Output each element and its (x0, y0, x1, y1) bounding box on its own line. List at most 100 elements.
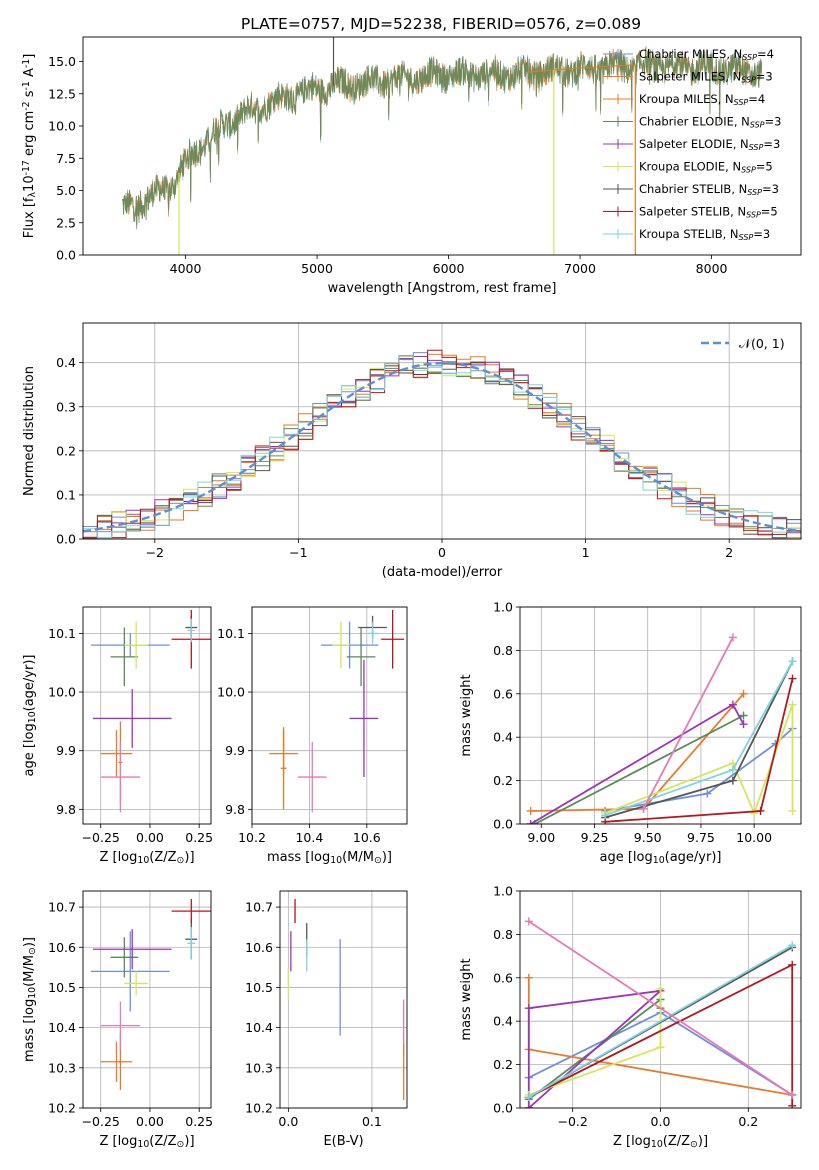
gaussian-curve (83, 361, 801, 533)
x-tick-label: −1 (289, 545, 307, 560)
y-tick-label: 0.6 (493, 686, 513, 701)
x-tick-label: 0.25 (185, 830, 213, 845)
x-axis-label: wavelength [Angstrom, rest frame] (328, 281, 557, 296)
weight-point-marker (756, 806, 765, 815)
y-tick-label: 10.1 (48, 626, 76, 641)
weight-series-line (534, 714, 744, 824)
x-axis-label: Z [log10(Z/Z⊙)] (99, 850, 194, 866)
legend-label: 𝒩(0, 1) (739, 336, 785, 351)
weight-series-line (605, 678, 794, 823)
legend-label: Chabrier MILES, NSSP=4 (639, 47, 774, 62)
y-tick-label: 0.2 (493, 1057, 513, 1072)
axes-frame (251, 606, 408, 825)
x-axis-label: Z [log10(Z/Z⊙)] (99, 1134, 194, 1150)
plot-area-age_vs_Z (90, 609, 211, 813)
weight-point-marker (728, 765, 737, 774)
spectrum-model-line (527, 64, 633, 73)
x-axis-label: mass [log10(M/M⊙)] (267, 850, 392, 866)
weight-point-marker (739, 689, 748, 698)
y-tick-label: 0.2 (493, 773, 513, 788)
weight-point-marker (788, 700, 797, 709)
y-tick-label: 0.6 (493, 970, 513, 985)
weight-point-marker (788, 960, 797, 969)
chart-age_vs_mass: 10.2 10.4 10.6 9.8 9.9 10.0 10.1 mass [log10(M/… (217, 606, 408, 866)
weight-point-marker (656, 984, 665, 993)
chart-weight_vs_age: 9.00 9.25 9.50 9.75 10.00 0.0 0.2 0.4 0.6 0.8 1.0 a… (459, 600, 802, 866)
y-axis-label: mass weight (459, 958, 474, 1040)
y-tick-label: 2.5 (56, 215, 76, 230)
y-tick-label: 10.6 (245, 940, 273, 955)
weight-point-marker (728, 776, 737, 785)
weight-point-marker (739, 711, 748, 720)
weight-point-marker (601, 811, 610, 820)
plot-area-weight_vs_Z (524, 917, 797, 1108)
weight-point-marker (728, 700, 737, 709)
x-tick-label: 0 (438, 545, 446, 560)
legend: Chabrier MILES, NSSP=4 Salpeter MILES, NS… (603, 47, 781, 242)
axes-frame (82, 322, 802, 540)
y-tick-label: 10.1 (217, 626, 245, 641)
y-tick-label: 10.5 (48, 980, 76, 995)
weight-point-marker (703, 789, 712, 798)
y-tick-label: 10.4 (48, 1020, 76, 1035)
weight-point-marker (788, 941, 797, 950)
y-tick-label: 7.5 (56, 151, 76, 166)
y-tick-label: 0.0 (56, 532, 76, 547)
y-axis-label: mass weight (459, 674, 474, 756)
y-tick-label: 5.0 (56, 183, 76, 198)
y-tick-label: 9.8 (56, 802, 76, 817)
y-tick-label: 0.8 (493, 927, 513, 942)
y-tick-label: 0.3 (56, 399, 76, 414)
x-tick-label: −0.2 (558, 1114, 588, 1129)
y-axis-label: Flux [fλ10-17 erg cm-2 s-1 A-1] (21, 54, 38, 239)
y-tick-label: 10.6 (48, 940, 76, 955)
weight-point-marker (750, 809, 759, 818)
y-tick-label: 10.2 (48, 1101, 76, 1116)
weight-point-marker (524, 1104, 533, 1108)
x-tick-label: 0.2 (738, 1114, 758, 1129)
weight-series-line (527, 989, 664, 1108)
y-tick-label: 0.4 (56, 355, 76, 370)
weight-series-line (642, 636, 734, 810)
x-tick-label: 0.0 (651, 1114, 671, 1129)
x-tick-label: 0.00 (136, 830, 164, 845)
y-tick-label: 10.3 (48, 1060, 76, 1075)
legend-label: Salpeter MILES, NSSP=3 (639, 70, 773, 85)
y-tick-label: 1.0 (493, 884, 513, 899)
y-tick-label: 10.0 (48, 685, 76, 700)
weight-point-marker (526, 820, 535, 824)
x-tick-label: 4000 (170, 261, 202, 276)
plot-area-residuals (83, 349, 801, 539)
weight-series-line (530, 693, 745, 812)
chart-mass_vs_Z: −0.25 0.00 0.25 10.2 10.3 10.4 10.5 10.6 10.7 Z [… (22, 890, 213, 1150)
x-tick-label: 0.1 (362, 1114, 382, 1129)
chart-weight_vs_Z: −0.2 0.0 0.2 0.0 0.2 0.4 0.6 0.8 1.0 Z [log10(Z/Z… (459, 884, 802, 1150)
y-axis-label: age [log10(age/yr)] (22, 655, 38, 777)
x-axis-label: Z [log10(Z/Z⊙)] (613, 1134, 708, 1150)
y-tick-label: 10.7 (245, 900, 273, 915)
chart-spectrum: 4000 5000 6000 7000 8000 0.0 2.5 5.0 7.5 10.0 12.5… (21, 36, 802, 296)
x-tick-label: 10.2 (238, 830, 266, 845)
weight-point-marker (788, 657, 797, 666)
y-tick-label: 0.0 (56, 248, 76, 263)
axes-frame (82, 890, 212, 1109)
legend-label: Kroupa MILES, NSSP=4 (639, 92, 765, 107)
weight-point-marker (788, 806, 797, 815)
x-tick-label: 8000 (696, 261, 728, 276)
x-tick-label: 10.6 (353, 830, 381, 845)
y-axis-label: Normed distribution (22, 366, 37, 496)
x-tick-label: 1 (582, 545, 590, 560)
x-tick-label: 2 (725, 545, 733, 560)
y-tick-label: 10.3 (245, 1060, 273, 1075)
y-tick-label: 10.0 (48, 119, 76, 134)
x-axis-label: (data-model)/error (382, 565, 503, 580)
legend-label: Salpeter STELIB, NSSP=5 (639, 205, 778, 220)
weight-point-marker (639, 804, 648, 813)
y-tick-label: 10.4 (245, 1020, 273, 1035)
x-tick-label: −0.25 (82, 830, 120, 845)
y-tick-label: 12.5 (48, 86, 76, 101)
x-tick-label: 0.0 (278, 1114, 298, 1129)
weight-point-marker (524, 1004, 533, 1013)
x-tick-label: 10.4 (295, 830, 323, 845)
